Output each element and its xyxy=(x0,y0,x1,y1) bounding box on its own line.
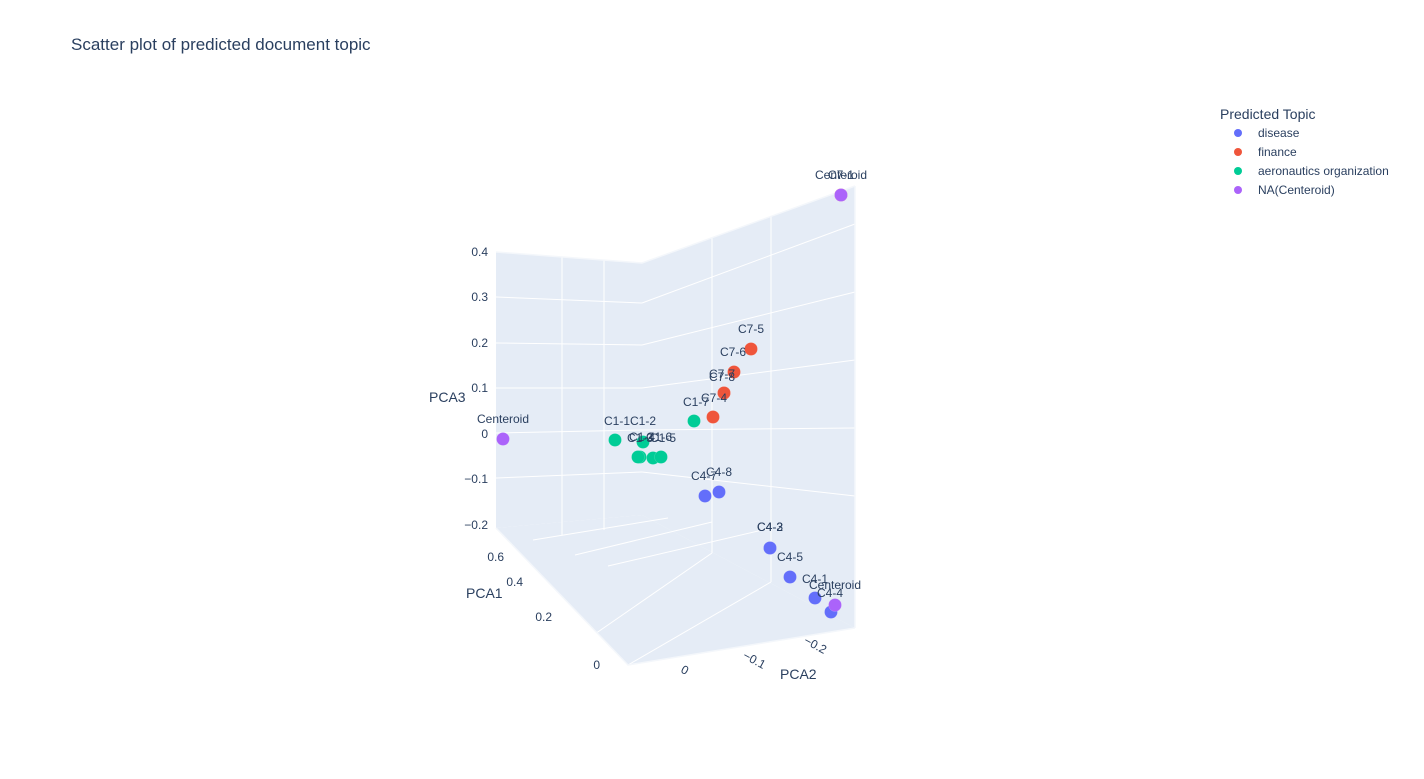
data-label: C7-5 xyxy=(738,322,764,336)
y-tick-label: 0 xyxy=(679,662,692,678)
data-point xyxy=(654,450,668,464)
data-label: Centeroid xyxy=(815,168,867,182)
series-aeronautics-organization: C1-7 C1-1 C1-2 C1-3C1-4C1-5C1-6 xyxy=(604,395,709,465)
z-tick-label: 0 xyxy=(481,427,488,441)
data-label: C1-2 xyxy=(630,414,656,428)
z-tick-label: −0.2 xyxy=(464,518,488,532)
grid-line xyxy=(495,471,643,479)
data-point xyxy=(828,598,842,612)
legend-marker xyxy=(1234,148,1242,156)
legend-title: Predicted Topic xyxy=(1220,106,1315,122)
data-point xyxy=(698,489,712,503)
y-tick-label: −0.2 xyxy=(802,633,830,657)
data-label: C1-1 xyxy=(604,414,630,428)
chart-title: Scatter plot of predicted document topic xyxy=(71,35,371,54)
z-axis-title: PCA3 xyxy=(429,389,466,405)
data-label: C7-7 xyxy=(709,367,735,381)
grid-line xyxy=(641,291,856,346)
x-axis-title: PCA1 xyxy=(466,585,503,601)
data-point xyxy=(496,432,510,446)
x-tick-label: 0.4 xyxy=(506,575,523,589)
data-point xyxy=(834,188,848,202)
data-label: C7-8 xyxy=(709,370,735,384)
grid-line xyxy=(641,471,856,497)
bottom-edge xyxy=(495,527,856,666)
data-point xyxy=(631,450,645,464)
left-wall xyxy=(496,252,642,528)
data-label: C4-4 xyxy=(817,586,843,600)
back-wall xyxy=(642,186,855,628)
grid-line xyxy=(532,517,669,541)
grid-line xyxy=(641,359,856,389)
z-tick-label: 0.3 xyxy=(471,290,488,304)
data-label: C1-5 xyxy=(650,431,676,445)
legend-item-label: aeronautics organization xyxy=(1258,164,1389,178)
grid-line xyxy=(627,581,772,666)
grid-line xyxy=(607,527,772,567)
grid-line xyxy=(565,552,713,655)
data-label: C4-7 xyxy=(691,469,717,483)
series-na-centeroid-: Centeroid Centeroid Centeroid xyxy=(477,168,867,612)
series-finance: C7-5 C7-6 C7-7C7-8 C7-4 C7-1 xyxy=(701,168,854,424)
data-point xyxy=(712,485,726,499)
x-tick-label: 0.6 xyxy=(487,550,504,564)
data-label: C7-6 xyxy=(720,345,746,359)
data-label: C7-4 xyxy=(701,391,727,405)
data-point xyxy=(636,435,650,449)
y-axis-title: PCA2 xyxy=(780,666,817,682)
grid-line xyxy=(574,521,713,556)
x-tick-label: 0 xyxy=(593,658,600,672)
legend-item-label: disease xyxy=(1258,126,1300,140)
data-point xyxy=(763,541,777,555)
data-point xyxy=(783,570,797,584)
data-point xyxy=(608,433,622,447)
data-label: C1-7 xyxy=(683,395,709,409)
data-label: Centeroid xyxy=(477,412,529,426)
y-tick-label: −0.1 xyxy=(741,648,769,672)
data-point xyxy=(706,410,720,424)
z-tick-label: 0.4 xyxy=(471,245,488,259)
data-label: C4-2 xyxy=(757,520,783,534)
data-point xyxy=(687,414,701,428)
grid-line xyxy=(495,429,643,434)
legend: Predicted Topic disease finance aeronautics… xyxy=(1220,106,1389,197)
data-label: C1-6 xyxy=(646,430,672,444)
z-tick-label: 0.1 xyxy=(471,381,488,395)
legend-item-label: finance xyxy=(1258,145,1297,159)
3d-scene: 0.40.30.20.10−0.1−0.2PCA300.20.40.6PCA10… xyxy=(429,168,867,682)
grid-line xyxy=(641,223,856,304)
data-label: C7-1 xyxy=(828,168,854,182)
legend-item-label: NA(Centeroid) xyxy=(1258,183,1335,197)
x-tick-label: 0.2 xyxy=(535,610,552,624)
z-tick-label: −0.1 xyxy=(464,472,488,486)
data-label: C4-5 xyxy=(777,550,803,564)
data-point xyxy=(744,342,758,356)
grid-line xyxy=(641,427,856,431)
data-label: Centeroid xyxy=(809,578,861,592)
legend-marker xyxy=(1234,167,1242,175)
data-point xyxy=(717,386,731,400)
grid-line xyxy=(495,342,643,346)
top-edge xyxy=(495,185,856,264)
legend-marker xyxy=(1234,129,1242,137)
data-point xyxy=(808,591,822,605)
series-disease: C4-8C4-7 C4-2C4-3 C4-5 C4-1C4-4 xyxy=(691,465,843,619)
z-tick-label: 0.2 xyxy=(471,336,488,350)
data-label: C4-1 xyxy=(802,572,828,586)
data-point xyxy=(727,365,741,379)
legend-marker xyxy=(1234,186,1242,194)
grid-line xyxy=(495,296,643,304)
data-label: C4-3 xyxy=(757,520,783,534)
data-label: C4-8 xyxy=(706,465,732,479)
data-label: C1-3 xyxy=(627,431,653,445)
data-label: C1-4 xyxy=(629,430,655,444)
